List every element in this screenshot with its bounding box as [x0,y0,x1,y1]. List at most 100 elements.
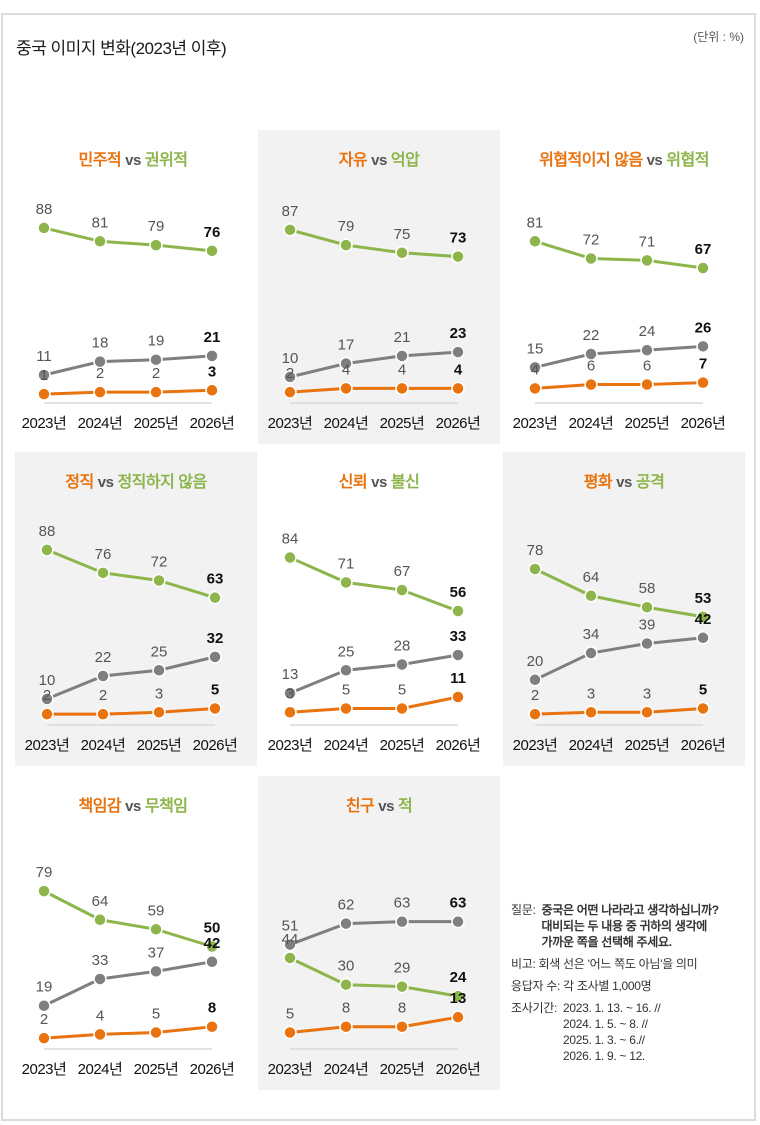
data-label: 33 [450,628,467,645]
data-point-green [339,575,353,590]
data-point-gray [205,349,219,363]
data-label: 71 [639,233,656,250]
series-line-orange [43,388,213,396]
period-note: 조사기간: 2023. 1. 13. ~ 16. // 2024. 1. 5. … [511,1000,719,1064]
series-line-orange [43,1025,213,1040]
data-point-green [283,223,297,237]
data-point-orange [93,1027,107,1042]
series-line-gray [43,960,213,1008]
chart-panel: 평화 vs 공격 78 64 58 53 20 34 39 42 2 3 3 5 2023년 2024년 2025… [503,452,745,766]
data-point-gray [451,914,465,929]
data-label: 5 [342,681,350,698]
data-point-green [451,249,465,264]
series-line-gray [289,920,458,946]
chart-title: 민주적 vs 권위적 [12,146,254,170]
chart-panel: 위협적이지 않음 vs 위협적 81 72 71 67 15 22 24 26 4 6 6 7 2023년 20… [503,130,745,444]
data-point-green [584,251,598,266]
data-point-orange [696,375,710,390]
data-label: 58 [639,580,656,597]
series-line-gray [46,655,216,701]
chart-title-negative: 무책임 [144,798,188,815]
question-note: 질문: 중국은 어떤 나라라고 생각하십니까? 대비되는 두 내용 중 귀하의 … [511,902,719,950]
data-label: 81 [527,214,544,231]
respondents-note: 응답자 수: 각 조사별 1,000명 [511,978,719,994]
series-line-gray [43,354,213,377]
data-point-green [339,238,353,252]
line-chart: 51 62 63 63 44 30 29 24 5 8 8 13 2023년 2024년 2025년 2026… [268,895,481,1078]
data-label: 6 [643,358,651,375]
data-label: 4 [398,361,406,378]
period-text: 2023. 1. 13. ~ 16. // 2024. 1. 5. ~ 8. /… [563,1001,661,1063]
data-point-orange [451,1010,465,1024]
data-point-orange [640,705,654,720]
series-line-orange [534,381,704,390]
data-label: 87 [282,203,299,220]
x-tick-label: 2023년 [513,737,558,754]
series-line-gray [534,636,704,682]
data-point-green [283,951,297,965]
x-tick-label: 2026년 [190,415,235,432]
x-tick-label: 2023년 [268,415,313,432]
x-tick-label: 2026년 [436,415,481,432]
data-label: 73 [450,230,467,247]
data-label: 2 [96,365,104,382]
data-label: 67 [394,563,411,580]
series-line-orange [534,706,704,716]
x-tick-label: 2025년 [380,1061,425,1078]
data-point-orange [339,701,353,716]
data-label: 50 [204,920,221,937]
data-point-green [584,589,598,603]
page-title: 중국 이미지 변화(2023년 이후) [16,39,227,58]
data-label: 19 [36,979,53,996]
x-tick-label: 2024년 [324,415,369,432]
data-point-orange [395,381,409,396]
data-point-orange [339,381,353,396]
data-point-gray [696,631,710,645]
data-point-green [451,989,465,1003]
chart-title-vs: vs [371,152,387,169]
data-point-orange [208,701,222,716]
chart-title: 자유 vs 억압 [258,146,500,170]
data-label: 79 [148,218,165,235]
chart-panel: 친구 vs 적 51 62 63 63 44 30 29 24 5 8 8 13 2023년 2024년 2025… [258,776,500,1090]
data-label: 30 [338,958,355,975]
chart-title-positive: 친구 [345,798,375,815]
chart-title-vs: vs [616,474,632,491]
data-point-green [149,238,163,252]
data-point-green [149,922,163,937]
data-label: 2 [99,687,107,704]
data-point-gray [640,636,654,651]
period-label: 조사기간: [511,1001,557,1015]
x-tick-label: 2026년 [436,737,481,754]
line-chart: 78 64 58 53 20 34 39 42 2 3 3 5 2023년 2024년 2025년 2026년 [513,542,726,754]
x-tick-label: 2025년 [625,737,670,754]
data-point-orange [149,1025,163,1040]
data-label: 4 [454,361,463,378]
data-label: 3 [208,363,216,380]
data-label: 22 [583,327,600,344]
line-chart: 87 79 75 73 10 17 21 23 2 4 4 4 2023년 2024년 2025년 2026년 [268,203,481,432]
series-line-orange [289,386,458,394]
data-point-gray [339,356,353,371]
question-label: 질문: [511,903,536,917]
data-point-green [208,590,222,605]
data-label: 25 [338,643,355,660]
data-label: 88 [39,523,56,540]
x-tick-label: 2025년 [625,415,670,432]
data-point-green [696,610,710,624]
x-tick-label: 2024년 [569,737,614,754]
chart-title: 정직 vs 정직하지 않음 [15,468,257,492]
line-chart: 88 81 79 76 11 18 19 21 1 2 2 3 2023년 2024년 2025년 2026년 [22,201,235,432]
data-point-green [696,261,710,275]
data-point-gray [451,648,465,662]
chart-title-vs: vs [125,152,141,169]
data-label: 28 [394,638,411,655]
data-label: 78 [527,542,544,559]
chart-title: 친구 vs 적 [258,792,500,816]
x-tick-label: 2025년 [380,415,425,432]
data-label: 11 [450,670,466,687]
data-label: 18 [92,335,109,352]
data-point-green [93,913,107,927]
data-label: 17 [338,337,355,354]
